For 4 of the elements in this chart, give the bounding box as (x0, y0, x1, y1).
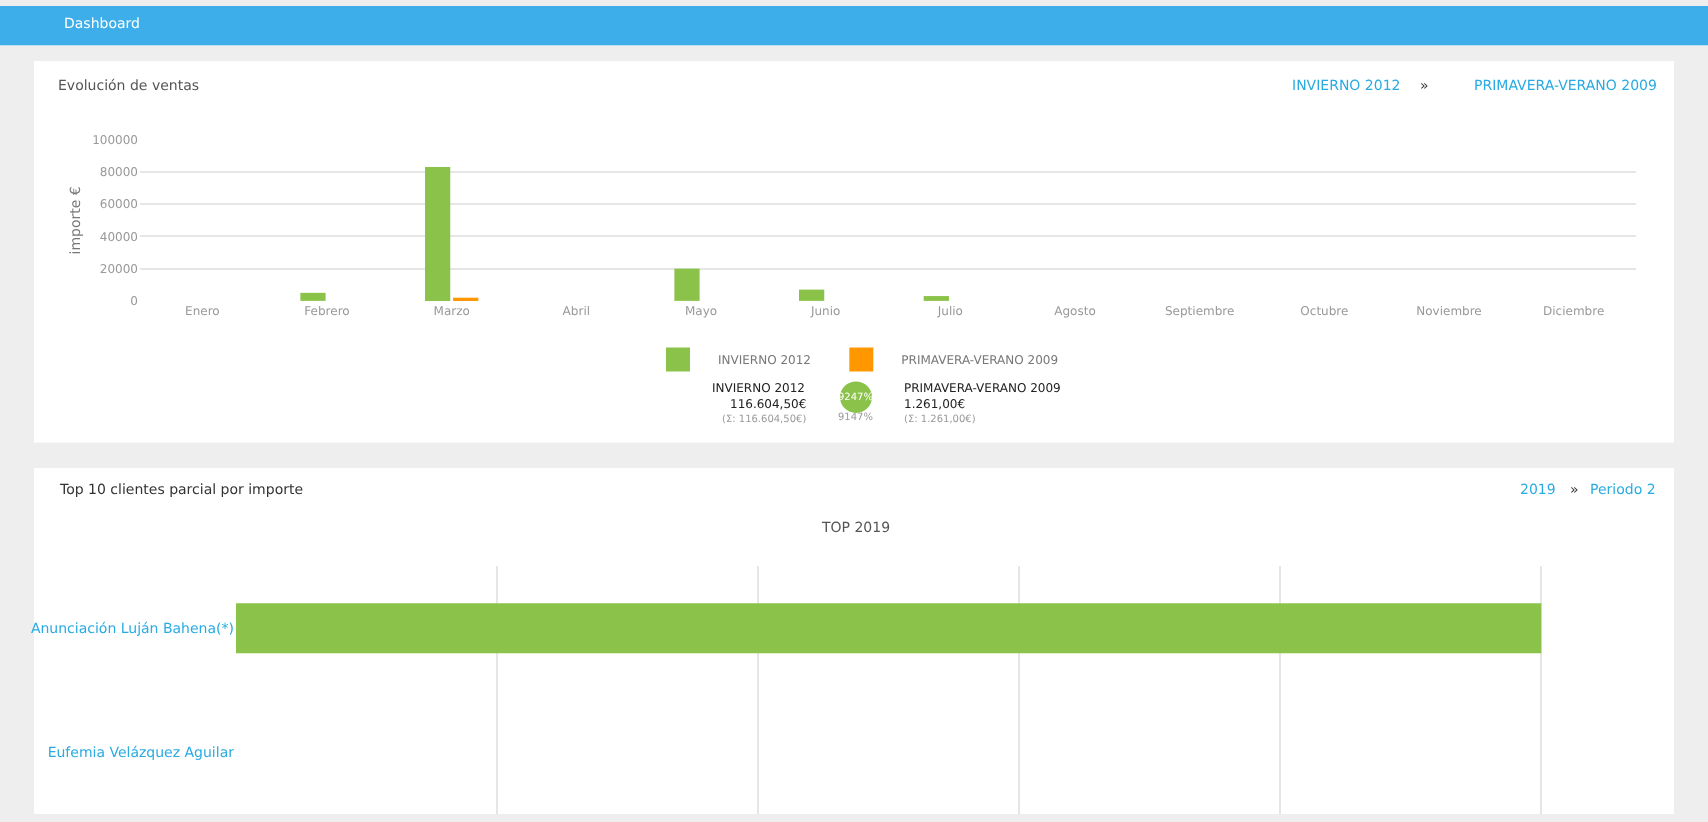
bar (425, 167, 451, 301)
bar (799, 289, 825, 301)
bar (674, 268, 700, 301)
bar (300, 292, 326, 301)
